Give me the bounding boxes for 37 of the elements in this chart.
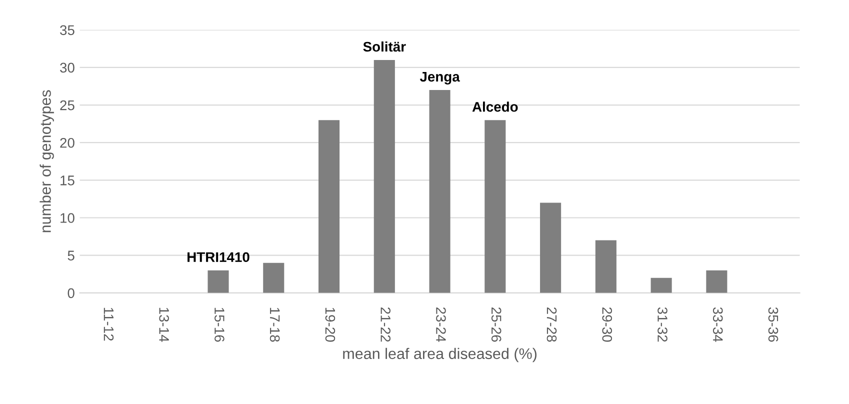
bar	[595, 240, 616, 293]
bar	[429, 90, 450, 293]
y-tick-label: 25	[60, 100, 74, 110]
x-tick-label: 29-30	[602, 307, 612, 342]
x-tick-label: 35-36	[768, 307, 778, 342]
x-tick-label: 19-20	[325, 308, 336, 342]
y-tick-label: 0	[68, 288, 74, 298]
bar	[374, 60, 395, 293]
y-tick-label: 30	[60, 62, 74, 73]
x-tick-label: 25-26	[491, 307, 502, 342]
bar	[650, 278, 672, 293]
y-tick-label: 20	[60, 138, 74, 148]
x-tick-label: 21-22	[380, 307, 391, 342]
x-tick-label: 11-12	[104, 308, 114, 341]
x-tick-label: 31-32	[658, 307, 668, 342]
annotation: Solitär	[363, 41, 406, 52]
x-tick-label: 23-24	[436, 307, 446, 342]
y-tick-label: 15	[60, 176, 74, 186]
bar	[706, 270, 728, 293]
annotation: Alcedo	[472, 102, 518, 112]
y-tick-label: 5	[68, 250, 74, 260]
y-axis-title: number of genotypes	[40, 90, 54, 232]
bar	[540, 202, 562, 293]
x-axis-title: mean leaf area diseased (%)	[343, 348, 536, 362]
bar	[208, 270, 229, 293]
x-tick-label: 13-14	[159, 308, 169, 342]
annotation: HTRI1410	[188, 252, 250, 262]
x-tick-label: 15-16	[214, 308, 224, 342]
x-tick-label: 17-18	[270, 308, 280, 342]
bar	[484, 120, 506, 293]
x-tick-label: 33-34	[712, 307, 723, 342]
annotation: Jenga	[420, 72, 460, 84]
y-tick-label: 35	[60, 25, 74, 36]
bar	[263, 262, 284, 293]
y-tick-label: 10	[60, 213, 74, 223]
x-tick-label: 27-28	[546, 307, 557, 342]
bar	[318, 120, 340, 293]
